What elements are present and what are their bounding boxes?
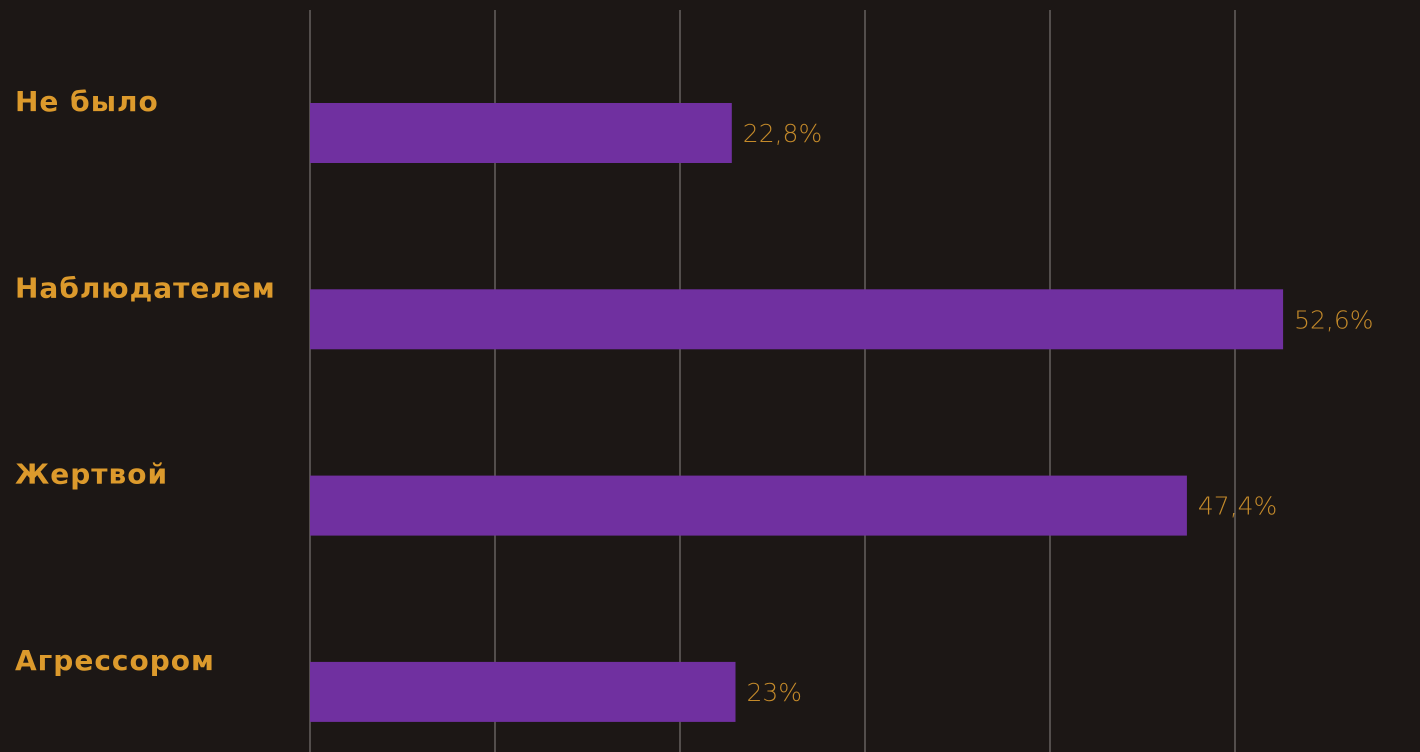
category-label: Жертвой [15, 458, 168, 491]
category-label: Наблюдателем [15, 271, 276, 304]
value-label: 47,4% [1198, 492, 1277, 521]
value-label: 22,8% [743, 119, 822, 148]
value-label: 23% [747, 678, 803, 707]
category-label: Агрессором [15, 644, 215, 677]
bar [310, 475, 1187, 536]
bar [310, 103, 732, 163]
bar [310, 289, 1284, 350]
category-label: Не было [15, 85, 159, 118]
value-label: 52,6% [1294, 305, 1373, 334]
bar [310, 661, 736, 722]
